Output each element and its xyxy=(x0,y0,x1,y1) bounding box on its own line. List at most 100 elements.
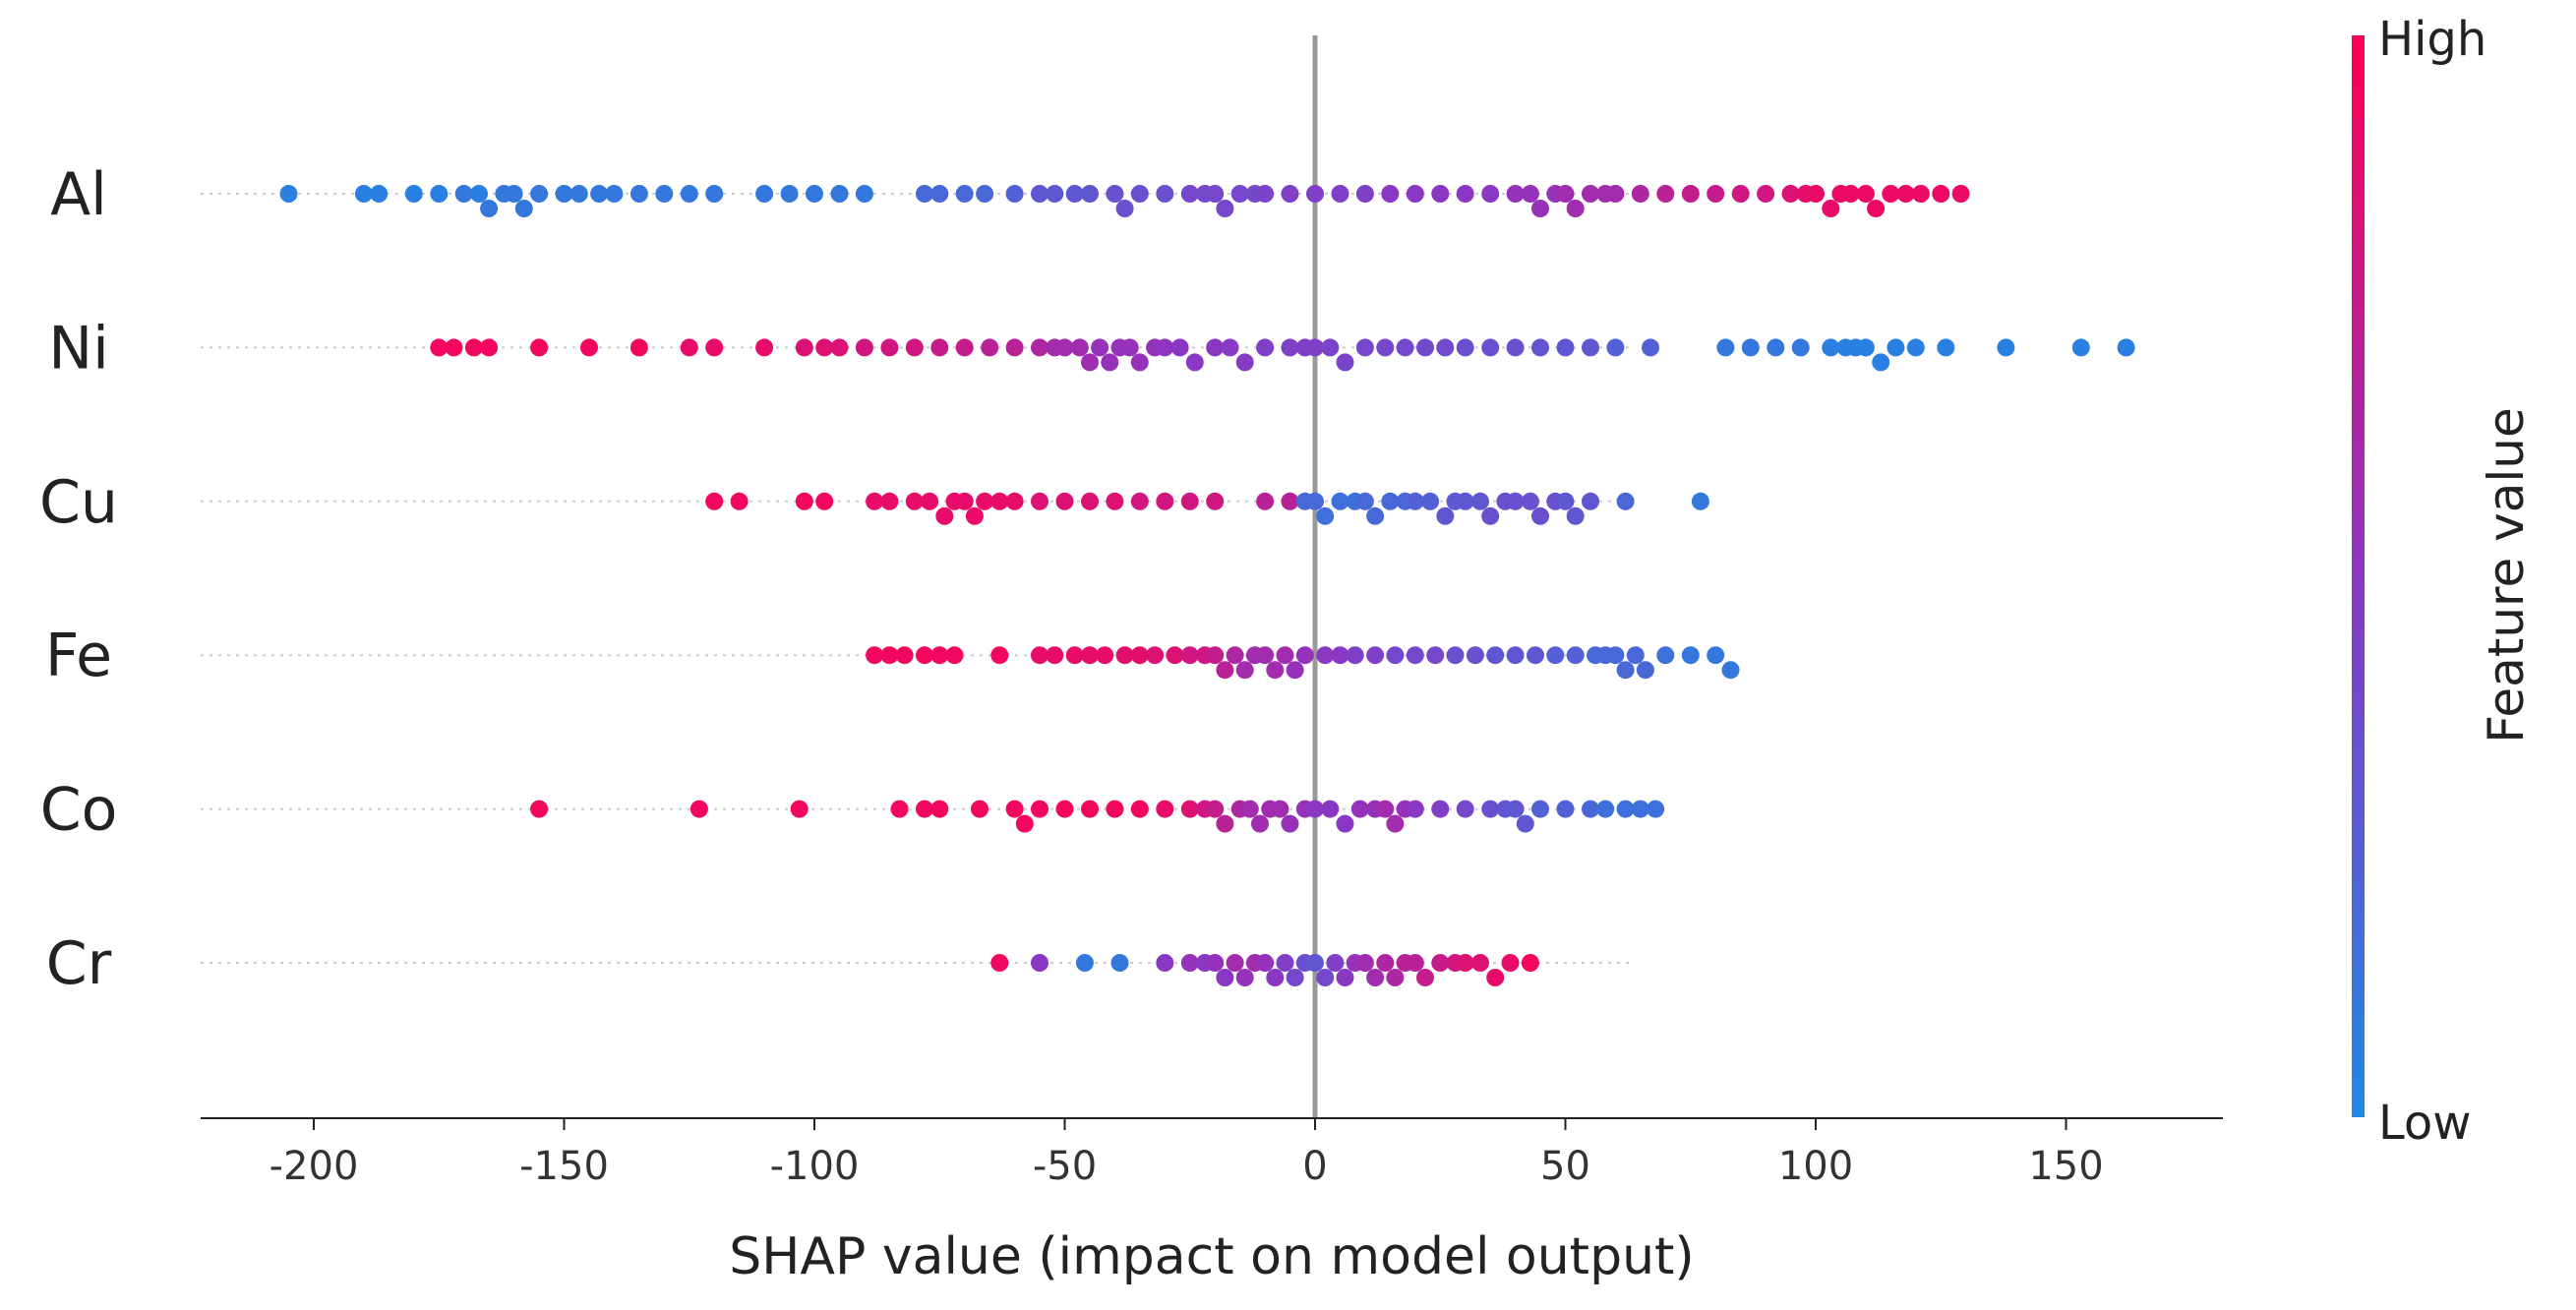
shap-point-al xyxy=(1896,185,1915,203)
shap-point-cu xyxy=(990,492,1009,510)
feature-guide-lines xyxy=(201,193,1633,964)
shap-point-fe xyxy=(1566,646,1585,665)
shap-point-ni xyxy=(1376,338,1395,357)
shap-point-fe xyxy=(1256,646,1275,665)
shap-point-cu xyxy=(935,506,954,525)
shap-point-ni xyxy=(1456,338,1474,357)
shap-point-co xyxy=(689,800,708,818)
shap-point-al xyxy=(1807,185,1825,203)
shap-point-fe xyxy=(1216,661,1234,680)
shap-point-ni xyxy=(629,338,648,357)
shap-point-co xyxy=(1456,800,1474,818)
shap-point-al xyxy=(1281,185,1299,203)
shap-point-al xyxy=(1005,185,1024,203)
shap-point-co xyxy=(1240,800,1259,818)
shap-point-al xyxy=(1911,185,1930,203)
shap-point-fe xyxy=(1626,646,1645,665)
x-tick-label: 150 xyxy=(2028,1144,2103,1189)
shap-point-cr xyxy=(1235,969,1254,986)
shap-point-co xyxy=(1516,814,1534,833)
shap-point-fe xyxy=(1130,646,1149,665)
shap-point-fe xyxy=(1446,646,1465,665)
shap-point-fe xyxy=(1115,646,1134,665)
shap-point-al xyxy=(1566,200,1585,217)
shap-point-co xyxy=(1596,800,1615,818)
shap-point-al xyxy=(354,185,373,203)
shap-point-al xyxy=(1822,200,1840,217)
shap-point-al xyxy=(370,185,389,203)
shap-point-cr xyxy=(1216,969,1234,986)
shap-point-co xyxy=(530,800,549,818)
shap-point-co xyxy=(1647,800,1665,818)
shap-point-co xyxy=(1631,800,1649,818)
shap-point-fe xyxy=(1546,646,1565,665)
shap-point-co xyxy=(1106,800,1124,818)
shap-point-al xyxy=(629,185,648,203)
shap-point-al xyxy=(1582,185,1599,203)
shap-point-cr xyxy=(1266,969,1285,986)
shap-point-al xyxy=(1216,200,1234,217)
shap-point-cu xyxy=(795,492,813,510)
shap-point-ni xyxy=(705,338,724,357)
shap-point-al xyxy=(1355,185,1374,203)
shap-point-cu xyxy=(1456,492,1474,510)
shap-point-fe xyxy=(1636,661,1654,680)
shap-point-ni xyxy=(2071,338,2090,357)
shap-point-al xyxy=(1065,185,1084,203)
shap-point-fe xyxy=(1426,646,1445,665)
shap-point-al xyxy=(1206,185,1225,203)
shap-point-cr xyxy=(1431,954,1450,972)
shap-point-al xyxy=(1106,185,1124,203)
shap-point-ni xyxy=(680,338,698,357)
feature-label-ni: Ni xyxy=(48,314,109,383)
shap-point-co xyxy=(1481,800,1500,818)
shap-point-al xyxy=(569,185,588,203)
shap-point-co xyxy=(1130,800,1149,818)
shap-point-al xyxy=(1046,185,1064,203)
shap-point-cu xyxy=(1506,492,1525,510)
shap-point-cu xyxy=(965,506,984,525)
shap-point-cu xyxy=(1471,492,1489,510)
shap-point-fe xyxy=(945,646,964,665)
shap-point-co xyxy=(916,800,933,818)
shap-point-cu xyxy=(1616,492,1635,510)
shap-point-cu xyxy=(1005,492,1024,510)
colorbar xyxy=(2352,35,2365,1117)
shap-point-al xyxy=(680,185,698,203)
shap-point-cu xyxy=(1206,492,1225,510)
shap-point-cu xyxy=(1366,506,1385,525)
shap-point-al xyxy=(1841,185,1860,203)
shap-point-al xyxy=(1681,185,1700,203)
shap-point-cr xyxy=(1156,954,1174,972)
shap-point-ni xyxy=(1081,353,1099,372)
shap-point-al xyxy=(1156,185,1174,203)
shap-point-ni xyxy=(445,338,463,357)
shap-point-cu xyxy=(955,492,974,510)
shap-point-fe xyxy=(1707,646,1725,665)
shap-point-al xyxy=(1556,185,1575,203)
shap-point-al xyxy=(1631,185,1649,203)
shap-point-co xyxy=(1281,814,1299,833)
shap-point-cu xyxy=(1355,492,1374,510)
shap-point-al xyxy=(1130,185,1149,203)
shap-point-cu xyxy=(705,492,724,510)
shap-point-ni xyxy=(1130,353,1149,372)
shap-point-co xyxy=(790,800,809,818)
shap-point-al xyxy=(1031,185,1048,203)
shap-point-co xyxy=(1251,814,1269,833)
shap-point-ni xyxy=(1355,338,1374,357)
shap-point-cu xyxy=(1421,492,1440,510)
shap-point-cu xyxy=(1531,506,1549,525)
shap-point-cr xyxy=(1286,969,1304,986)
shap-point-ni xyxy=(930,338,949,357)
shap-point-ni xyxy=(1235,353,1254,372)
shap-point-al xyxy=(555,185,573,203)
shap-point-fe xyxy=(1466,646,1484,665)
shap-point-ni xyxy=(1856,338,1875,357)
feature-labels: Al Ni Cu Fe Co Cr xyxy=(39,160,118,998)
shap-point-ni xyxy=(955,338,974,357)
shap-point-co xyxy=(1055,800,1074,818)
shap-point-cu xyxy=(1256,492,1275,510)
shap-point-ni xyxy=(1481,338,1500,357)
shap-point-cr xyxy=(1456,954,1474,972)
